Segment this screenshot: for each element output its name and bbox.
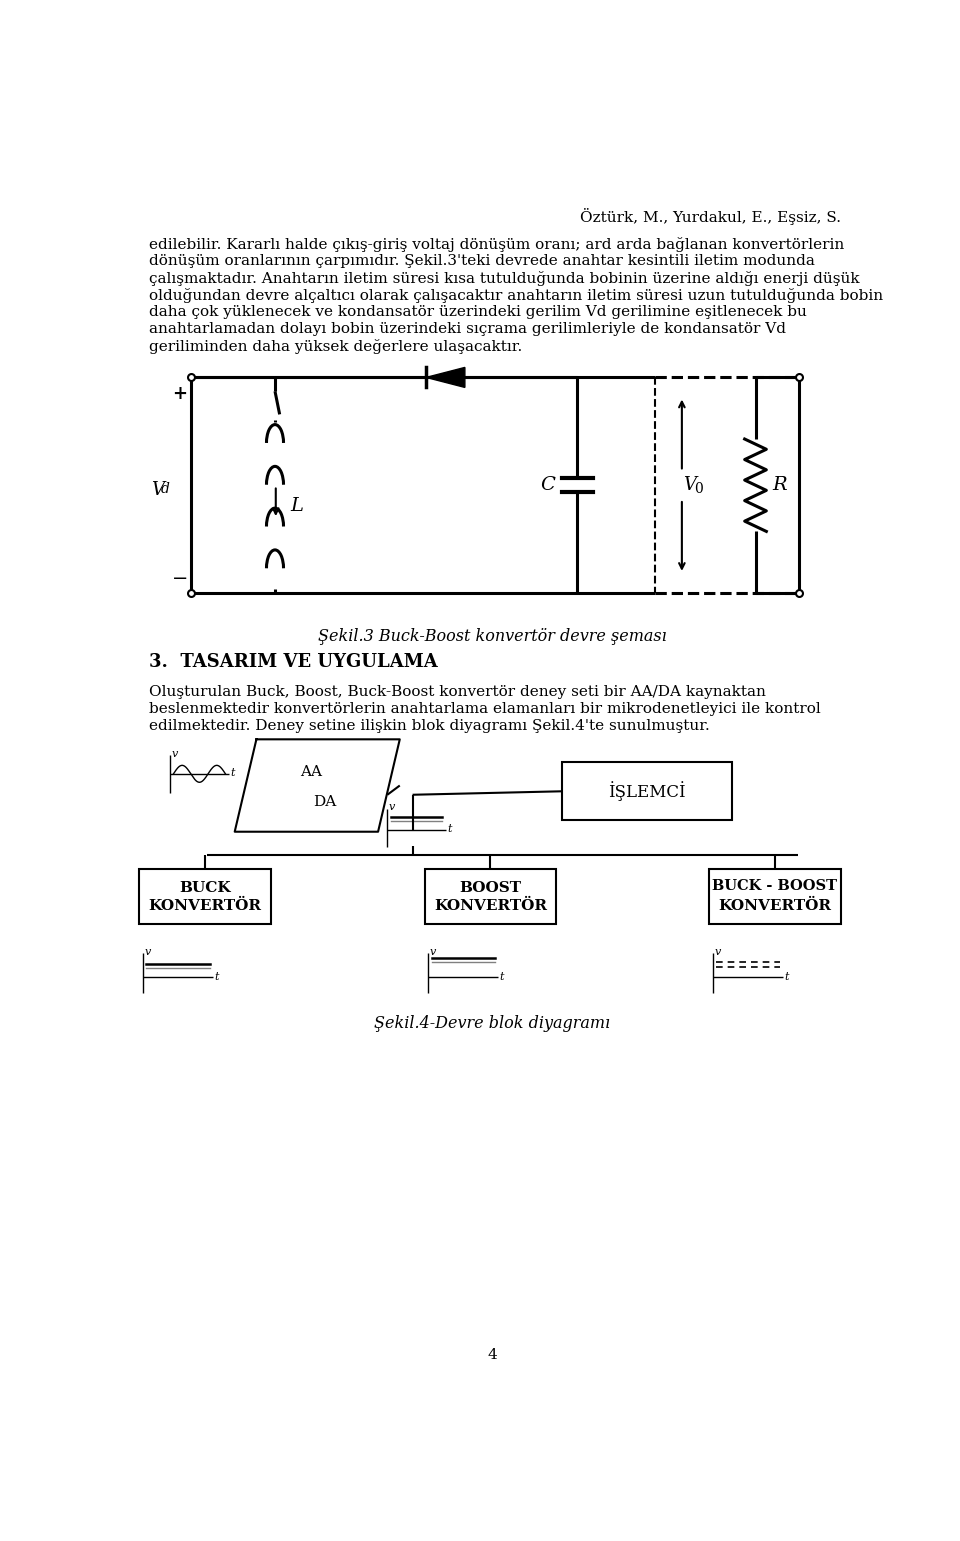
Text: t: t — [214, 972, 219, 982]
Text: v: v — [389, 803, 396, 812]
Text: BOOST: BOOST — [460, 881, 521, 895]
Text: v: v — [172, 749, 179, 758]
Text: V: V — [684, 476, 696, 495]
Text: AA: AA — [300, 764, 322, 778]
Text: 0: 0 — [694, 482, 703, 496]
Text: R: R — [773, 476, 787, 495]
Text: BUCK - BOOST: BUCK - BOOST — [712, 880, 837, 894]
Text: edilebilir. Kararlı halde çıkış-giriş voltaj dönüşüm oranı; ard arda bağlanan ko: edilebilir. Kararlı halde çıkış-giriş vo… — [150, 237, 845, 253]
Text: olduğundan devre alçaltıcı olarak çalışacaktır anahtarın iletim süresi uzun tutu: olduğundan devre alçaltıcı olarak çalışa… — [150, 288, 883, 304]
Text: v: v — [430, 948, 436, 957]
Text: KONVERTÖR: KONVERTÖR — [718, 900, 831, 914]
Text: BUCK: BUCK — [180, 881, 231, 895]
Text: v: v — [145, 948, 151, 957]
Bar — [139, 869, 271, 925]
Text: dönüşüm oranlarının çarpımıdır. Şekil.3'teki devrede anahtar kesintili iletim mo: dönüşüm oranlarının çarpımıdır. Şekil.3'… — [150, 254, 815, 268]
Text: çalışmaktadır. Anahtarın iletim süresi kısa tutulduğunda bobinin üzerine aldığı : çalışmaktadır. Anahtarın iletim süresi k… — [150, 271, 860, 287]
Text: t: t — [500, 972, 504, 982]
Text: 3.  TASARIM VE UYGULAMA: 3. TASARIM VE UYGULAMA — [150, 653, 438, 670]
Text: 4: 4 — [487, 1348, 497, 1362]
Text: t: t — [784, 972, 789, 982]
Text: −: − — [172, 570, 188, 589]
Text: d: d — [160, 482, 169, 496]
Polygon shape — [234, 740, 399, 832]
Text: edilmektedir. Deney setine ilişkin blok diyagramı Şekil.4'te sunulmuştur.: edilmektedir. Deney setine ilişkin blok … — [150, 720, 710, 734]
Text: C: C — [540, 476, 556, 495]
Text: Oluşturulan Buck, Boost, Buck-Boost konvertör deney seti bir AA/DA kaynaktan: Oluşturulan Buck, Boost, Buck-Boost konv… — [150, 686, 766, 700]
Text: beslenmektedir konvertörlerin anahtarlama elamanları bir mikrodenetleyici ile ko: beslenmektedir konvertörlerin anahtarlam… — [150, 703, 821, 717]
Bar — [562, 763, 732, 820]
Text: +: + — [172, 385, 187, 404]
Text: v: v — [714, 948, 721, 957]
Text: KONVERTÖR: KONVERTÖR — [434, 900, 547, 914]
Polygon shape — [426, 367, 465, 387]
Text: t: t — [230, 767, 234, 778]
Text: t: t — [447, 824, 451, 834]
Text: daha çok yüklenecek ve kondansatör üzerindeki gerilim Vd gerilimine eşitlenecek : daha çok yüklenecek ve kondansatör üzeri… — [150, 305, 807, 319]
Text: geriliminden daha yüksek değerlere ulaşacaktır.: geriliminden daha yüksek değerlere ulaşa… — [150, 339, 522, 354]
Text: KONVERTÖR: KONVERTÖR — [149, 900, 262, 914]
Text: V: V — [151, 481, 164, 499]
Text: İŞLEMCİ: İŞLEMCİ — [609, 781, 685, 801]
Text: anahtarlamadan dolayı bobin üzerindeki sıçrama gerilimleriyle de kondansatör Vd: anahtarlamadan dolayı bobin üzerindeki s… — [150, 322, 786, 336]
Text: Şekil.3 Buck-Boost konvertör devre şeması: Şekil.3 Buck-Boost konvertör devre şemas… — [318, 627, 666, 644]
Text: DA: DA — [314, 795, 337, 809]
Bar — [424, 869, 557, 925]
Bar — [709, 869, 841, 925]
Text: L: L — [291, 496, 303, 515]
Text: Öztürk, M., Yurdakul, E., Eşsiz, S.: Öztürk, M., Yurdakul, E., Eşsiz, S. — [580, 208, 841, 225]
Text: Şekil.4-Devre blok diyagramı: Şekil.4-Devre blok diyagramı — [374, 1016, 610, 1032]
